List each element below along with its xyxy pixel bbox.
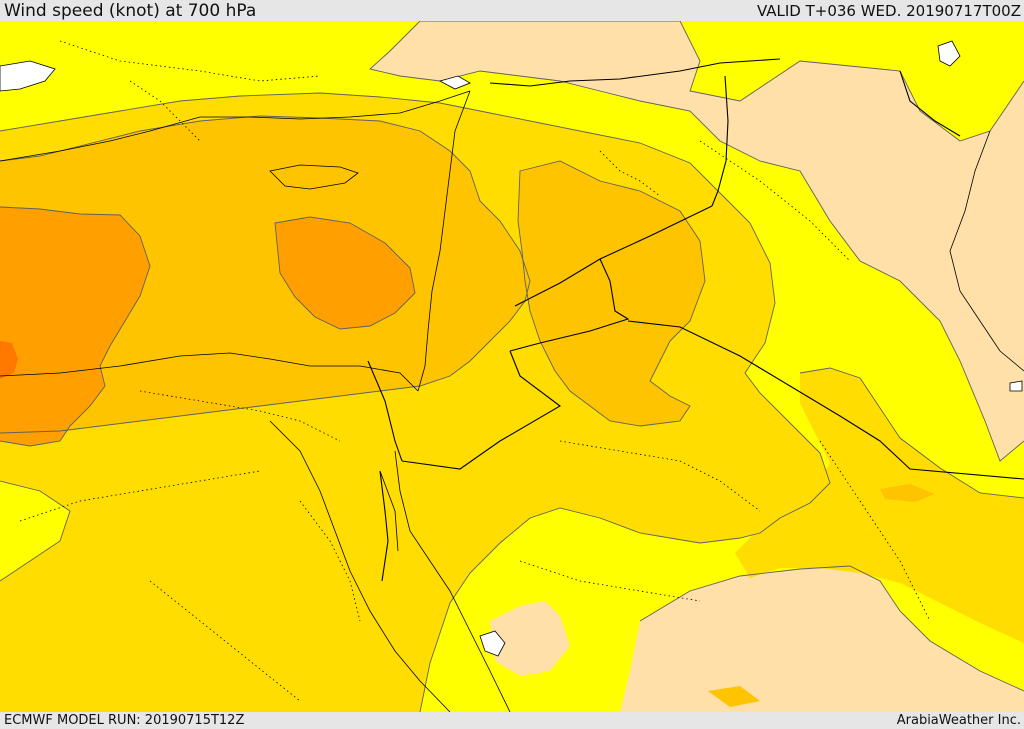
band-high-main [0, 116, 530, 433]
band-higher-central [275, 217, 415, 329]
wind-speed-map[interactable] [0, 21, 1024, 712]
egypt-israel-border [367, 360, 403, 462]
egypt-sudan-border [379, 470, 389, 582]
sinai-east-border [401, 350, 561, 470]
turkey-south-coast [0, 90, 471, 162]
water-bodies [0, 40, 1023, 657]
cyprus [269, 164, 359, 190]
gulf-suez [379, 470, 399, 552]
caspian-shore [937, 40, 961, 67]
jordan-saudi-border [509, 258, 630, 352]
syria-iraq-border [711, 75, 729, 207]
aegean-islands [0, 60, 56, 92]
coastlines [0, 90, 1024, 712]
contour-lines [0, 21, 1024, 712]
band-highest [0, 341, 18, 379]
model-run: ECMWF MODEL RUN: 20190715T12Z [4, 713, 245, 728]
band-high-small-1 [880, 484, 935, 502]
band-high-east [518, 161, 705, 426]
small-lake-2 [1009, 380, 1023, 392]
red-sea-east-coast [394, 450, 511, 712]
levant-coast [417, 90, 471, 392]
band-mid-east [735, 368, 1024, 643]
africa-north-coast [0, 352, 419, 392]
red-sea-inlet [479, 630, 506, 657]
red-sea-west-coast [269, 420, 451, 712]
iran-iraq-border [899, 70, 961, 137]
turkey-syria-border [489, 58, 781, 87]
footer-bar: ECMWF MODEL RUN: 20190715T12Z ArabiaWeat… [0, 712, 1024, 729]
small-lake [438, 75, 471, 90]
band-lowest-patch [490, 601, 570, 676]
saudi-north-border [627, 320, 1024, 480]
valid-time: VALID T+036 WED. 20190717T00Z [756, 2, 1021, 20]
header-bar: Wind speed (knot) at 700 hPa VALID T+036… [0, 0, 1024, 21]
persian-gulf-coast [949, 130, 1024, 372]
band-lowest-north [370, 21, 1024, 461]
band-lowest-south [620, 566, 1024, 712]
national-borders [367, 58, 1024, 582]
credit: ArabiaWeather Inc. [896, 713, 1021, 728]
band-higher-west [0, 207, 150, 446]
map-title: Wind speed (knot) at 700 hPa [4, 1, 257, 21]
province-boundaries [19, 40, 931, 702]
band-high-small-2 [708, 686, 760, 707]
